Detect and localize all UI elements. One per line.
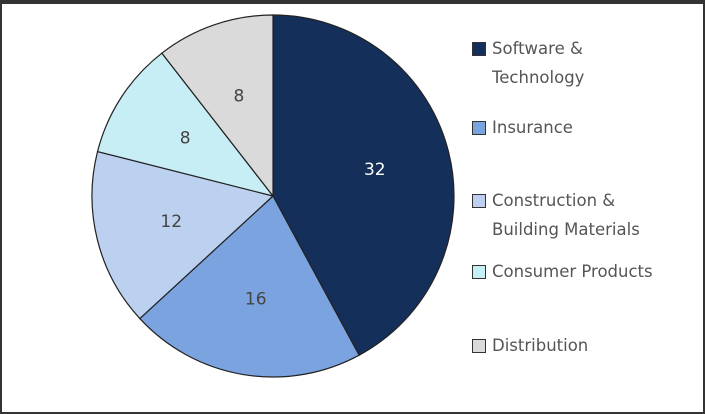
data-label: 8 [233, 87, 244, 107]
data-label: 8 [180, 129, 191, 149]
legend-label: Distribution [492, 336, 589, 355]
legend-swatch [472, 194, 486, 208]
legend-swatch [472, 339, 486, 353]
legend-swatch [472, 265, 486, 279]
data-label: 16 [245, 290, 267, 310]
legend-label: Software & Technology [492, 39, 585, 87]
legend-swatch [472, 42, 486, 56]
pie-slice [160, 14, 274, 198]
pie-area: 32 16 12 8 8 [91, 14, 455, 378]
legend-swatch [472, 121, 486, 135]
pie-slice [138, 195, 360, 378]
pie-slice [272, 14, 455, 356]
legend-item: Distribution [472, 331, 672, 360]
legend-item: Consumer Products [472, 257, 672, 286]
data-label: 12 [160, 212, 182, 232]
legend-label: Consumer Products [492, 262, 653, 281]
legend-label: Insurance [492, 118, 573, 137]
legend-item: Software & Technology [472, 34, 672, 92]
legend-label: Construction & Building Materials [492, 191, 640, 239]
legend-item: Construction & Building Materials [472, 186, 672, 244]
legend-item: Insurance [472, 113, 672, 142]
pie-slice [91, 150, 275, 320]
data-label: 32 [364, 160, 386, 180]
pie-slice [96, 52, 275, 198]
